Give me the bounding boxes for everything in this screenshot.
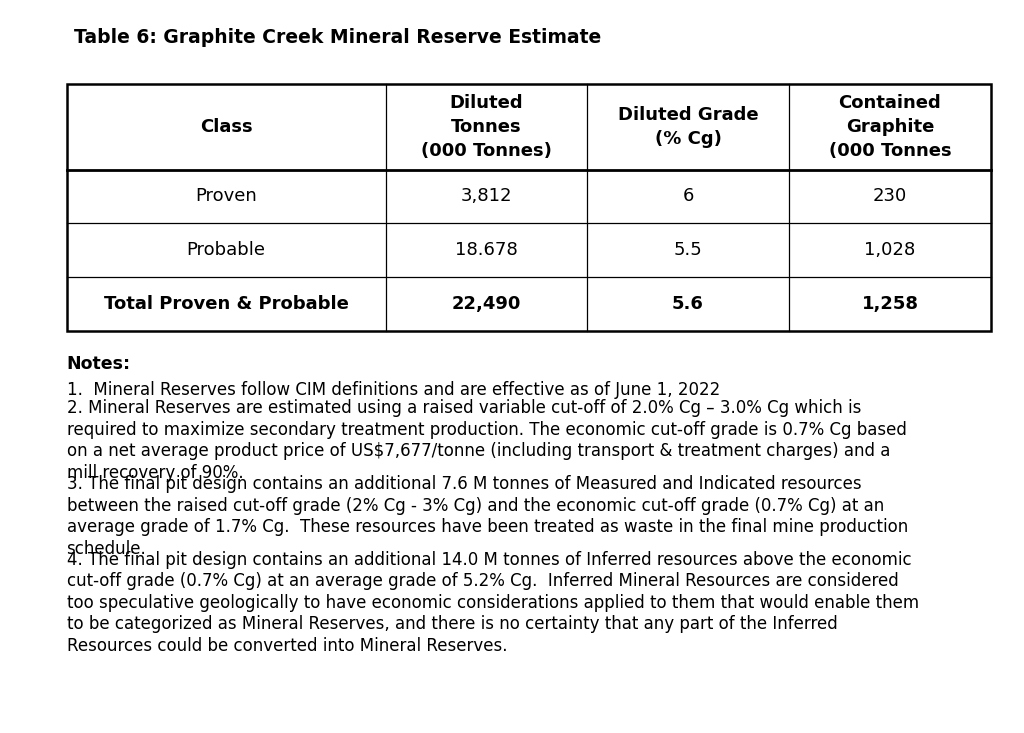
Text: 230: 230 <box>872 188 907 205</box>
Text: 1,258: 1,258 <box>861 295 919 313</box>
Text: 3,812: 3,812 <box>461 188 512 205</box>
Text: Notes:: Notes: <box>67 355 131 373</box>
Text: 22,490: 22,490 <box>452 295 521 313</box>
Text: Class: Class <box>200 118 252 136</box>
Text: Diluted
Tonnes
(000 Tonnes): Diluted Tonnes (000 Tonnes) <box>421 95 552 160</box>
Text: Diluted Grade
(% Cg): Diluted Grade (% Cg) <box>617 106 758 148</box>
Text: 3. The final pit design contains an additional 7.6 M tonnes of Measured and Indi: 3. The final pit design contains an addi… <box>67 475 908 558</box>
Text: Probable: Probable <box>186 241 265 259</box>
Text: 6: 6 <box>682 188 693 205</box>
Text: Total Proven & Probable: Total Proven & Probable <box>103 295 348 313</box>
Text: Contained
Graphite
(000 Tonnes: Contained Graphite (000 Tonnes <box>828 95 951 160</box>
Text: 1,028: 1,028 <box>864 241 915 259</box>
Text: Proven: Proven <box>196 188 257 205</box>
Text: 5.5: 5.5 <box>674 241 702 259</box>
Text: 4. The final pit design contains an additional 14.0 M tonnes of Inferred resourc: 4. The final pit design contains an addi… <box>67 551 919 655</box>
Text: 2. Mineral Reserves are estimated using a raised variable cut-off of 2.0% Cg – 3: 2. Mineral Reserves are estimated using … <box>67 399 906 482</box>
Text: 5.6: 5.6 <box>672 295 703 313</box>
Text: Table 6: Graphite Creek Mineral Reserve Estimate: Table 6: Graphite Creek Mineral Reserve … <box>74 28 601 47</box>
Text: 1.  Mineral Reserves follow CIM definitions and are effective as of June 1, 2022: 1. Mineral Reserves follow CIM definitio… <box>67 380 720 399</box>
Text: 18.678: 18.678 <box>455 241 518 259</box>
